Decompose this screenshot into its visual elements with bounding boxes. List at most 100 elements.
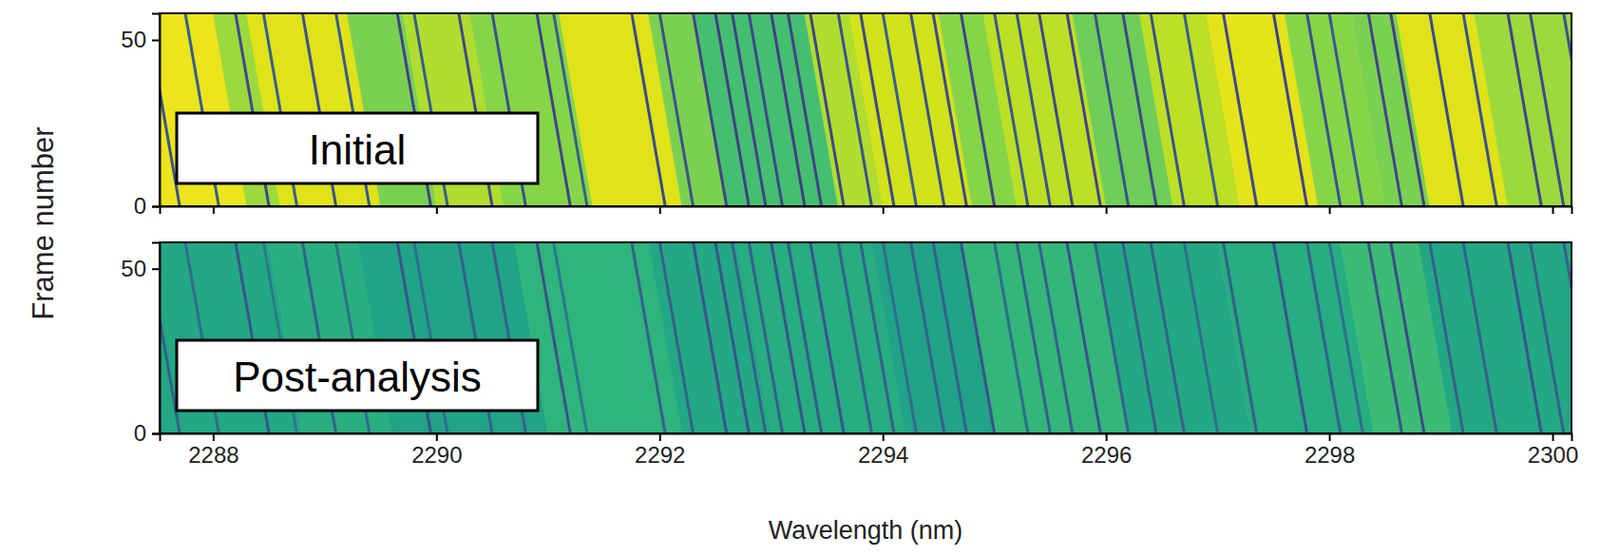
absorption-line [1390, 242, 1425, 434]
tick-mark [1329, 206, 1332, 214]
y-axis: 0 50 [120, 243, 160, 447]
tick-mark [152, 206, 160, 209]
x-tick: 2292 [634, 433, 686, 468]
tick-label: 2294 [857, 441, 909, 468]
tick-mark [659, 433, 662, 441]
y-axis-title: Frame number [26, 126, 60, 320]
x-axis: 2288 2290 2292 2294 2296 2298 2300 [160, 433, 1580, 468]
x-tick [659, 206, 661, 214]
tick-mark [1552, 433, 1555, 441]
tick-label: 50 [120, 255, 147, 282]
x-tick [212, 206, 214, 214]
absorption-line [1463, 13, 1497, 207]
absorption-line [715, 13, 749, 207]
tick-mark [1105, 433, 1108, 441]
x-tick [436, 206, 438, 214]
tick-label: 2290 [411, 441, 462, 468]
tick-label: 50 [120, 26, 147, 53]
absorption-line [960, 242, 994, 434]
absorption-line [1222, 13, 1257, 207]
tick-label: 2300 [1527, 441, 1579, 468]
absorption-line [1530, 13, 1564, 207]
absorption-line [810, 242, 844, 434]
absorption-line [1123, 242, 1157, 434]
panel-label-box [176, 113, 538, 184]
axis-line [152, 14, 161, 208]
axis-line [160, 434, 1573, 442]
absorption-line [1150, 242, 1184, 434]
plot-frame [159, 242, 1572, 434]
axis-line [152, 243, 161, 435]
tick-mark [1105, 206, 1108, 214]
absorption-line [659, 242, 693, 434]
tick-mark [152, 433, 160, 436]
tick-label: 2296 [1081, 441, 1132, 468]
tick-mark [212, 206, 215, 214]
absorption-line [732, 242, 766, 434]
x-tick: 2296 [1081, 433, 1132, 468]
tick-mark [436, 433, 439, 441]
absorption-line [933, 242, 967, 434]
panel-label-text: Initial [308, 126, 407, 173]
absorption-line [1039, 242, 1073, 434]
tick-label: 2292 [634, 441, 686, 468]
y-tick: 0 [133, 192, 160, 219]
y-tick: 50 [120, 26, 160, 53]
x-tick [1105, 206, 1107, 214]
absorption-line [771, 13, 805, 207]
absorption-line [1066, 242, 1101, 434]
tick-mark [1552, 206, 1555, 214]
absorption-line [1150, 13, 1184, 207]
tick-mark [659, 206, 662, 214]
panel-label-text: Post-analysis [232, 353, 482, 400]
panel-label: Post-analysis [176, 340, 538, 411]
tick-label: 2298 [1304, 441, 1355, 468]
x-axis [160, 206, 1573, 214]
tick-label: 2288 [188, 441, 239, 468]
x-tick: 2294 [857, 433, 909, 468]
absorption-line [553, 242, 588, 434]
panel-label-box [176, 340, 538, 411]
x-tick: 2300 [1527, 433, 1579, 468]
tick-mark [436, 206, 439, 214]
absorption-line [1530, 242, 1564, 434]
absorption-line [1066, 13, 1101, 207]
absorption-line [715, 242, 749, 434]
absorption-line [1563, 13, 1572, 207]
x-tick [882, 206, 884, 214]
y-axis: 0 50 [120, 14, 160, 220]
y-tick: 50 [120, 255, 160, 282]
absorption-line [810, 13, 844, 207]
absorption-line [631, 13, 666, 207]
x-tick: 2290 [411, 433, 462, 468]
band [1418, 242, 1572, 434]
absorption-line [1039, 13, 1073, 207]
x-tick: 2298 [1304, 433, 1355, 468]
x-axis-title: Wavelength (nm) [768, 515, 964, 545]
absorption-line [1390, 13, 1425, 207]
x-tick: 2288 [188, 433, 239, 468]
plot-area [159, 13, 1572, 207]
plot-frame [159, 13, 1572, 207]
tick-mark [152, 39, 160, 42]
absorption-line [1463, 242, 1497, 434]
absorption-line [933, 13, 967, 207]
absorption-line [1273, 13, 1307, 207]
absorption-line [536, 13, 571, 207]
y-tick: 0 [133, 419, 160, 446]
axis-line [160, 207, 1573, 215]
tick-mark [882, 206, 885, 214]
absorption-line [1429, 13, 1464, 207]
absorption-line [732, 13, 766, 207]
absorption-line [1183, 242, 1218, 434]
absorption-line [1329, 242, 1363, 434]
panel: 2288 2290 2292 2294 2296 2298 2300 0 50 [101, 242, 1600, 468]
absorption-line [1222, 242, 1257, 434]
absorption-line [882, 13, 916, 207]
absorption-line [1329, 13, 1363, 207]
absorption-line [1429, 242, 1464, 434]
absorption-line [553, 13, 588, 207]
tick-label: 0 [133, 192, 147, 219]
plot-area [159, 242, 1572, 434]
absorption-line [960, 13, 994, 207]
